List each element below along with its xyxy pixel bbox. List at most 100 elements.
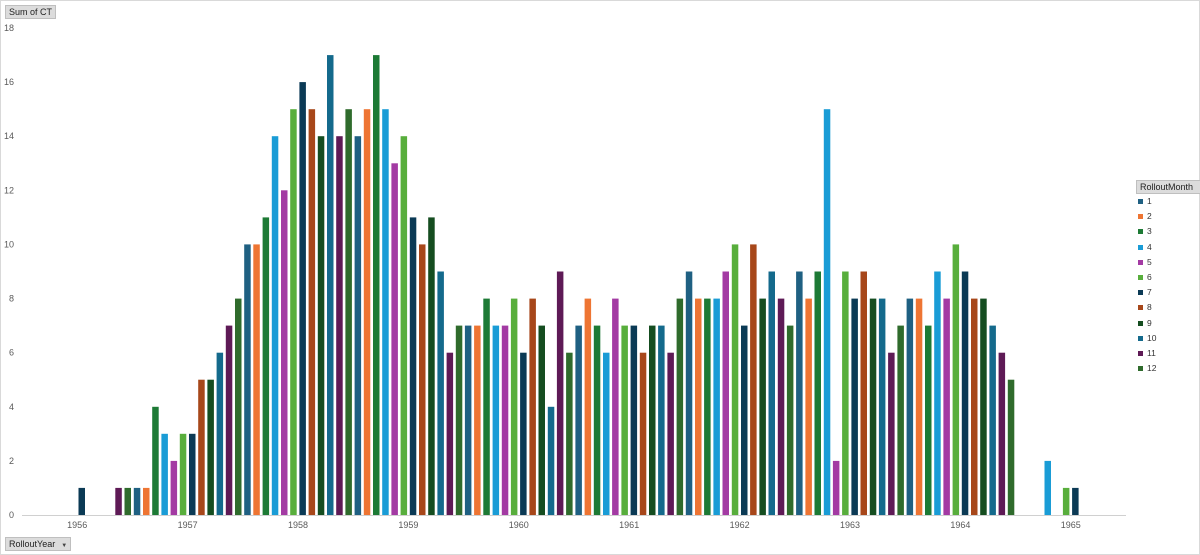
bar-4-1960 (492, 325, 500, 515)
legend-label: 9 (1147, 317, 1152, 328)
bar-11-1958 (336, 136, 343, 515)
bar-5-1958 (281, 190, 288, 516)
bar-2-1960 (474, 325, 481, 515)
bar-10-1962 (768, 271, 775, 515)
bar-4-1962 (713, 298, 720, 515)
bar-10-1958 (327, 55, 334, 515)
bar-4-1965 (1044, 460, 1051, 515)
bar-11-1964 (998, 352, 1006, 515)
bar-9-1957 (207, 379, 214, 515)
bar-2-1964 (915, 298, 923, 515)
bar-5-1961 (612, 298, 619, 515)
y-tick-label: 8 (9, 294, 14, 304)
legend-label: 2 (1147, 211, 1152, 222)
bar-11-1963 (888, 352, 895, 515)
legend-label: 6 (1147, 271, 1152, 282)
bar-11-1956 (115, 487, 122, 515)
x-tick-label: 1958 (288, 520, 308, 530)
legend-swatch (1138, 290, 1143, 296)
bar-7-1960 (520, 352, 527, 515)
bar-7-1956 (78, 487, 85, 515)
bar-9-1958 (317, 136, 325, 515)
bar-9-1961 (649, 325, 656, 515)
bar-12-1960 (566, 352, 573, 515)
legend-swatch (1138, 274, 1143, 280)
legend-label: 1 (1147, 196, 1152, 206)
bar-9-1963 (869, 298, 877, 515)
bar-1-1961 (575, 325, 582, 515)
bar-7-1963 (851, 298, 858, 515)
bar-1-1957 (133, 487, 141, 515)
bar-8-1958 (308, 109, 316, 515)
bar-7-1964 (961, 271, 969, 515)
y-tick-label: 10 (4, 239, 14, 249)
bar-11-1960 (556, 271, 564, 515)
y-tick-label: 2 (9, 456, 14, 466)
y-tick-label: 4 (9, 402, 14, 412)
bar-12-1961 (676, 298, 684, 515)
bar-11-1962 (777, 298, 785, 515)
bar-1-1962 (685, 271, 693, 515)
bar-8-1961 (639, 352, 647, 515)
bar-5-1957 (170, 460, 178, 515)
bar-6-1965 (1062, 487, 1070, 515)
legend-label: 5 (1147, 256, 1152, 267)
bar-5-1962 (722, 271, 729, 515)
bar-10-1957 (216, 352, 224, 515)
x-tick-label: 1960 (509, 520, 529, 530)
bar-3-1962 (704, 298, 711, 515)
bar-4-1963 (823, 109, 831, 515)
bar-1-1959 (354, 136, 362, 515)
x-tick-label: 1956 (67, 520, 87, 530)
bar-8-1959 (419, 244, 426, 515)
x-tick-label: 1963 (840, 520, 860, 530)
bar-3-1960 (483, 298, 490, 515)
legend-swatch (1138, 214, 1143, 220)
x-tick-label: 1962 (730, 520, 750, 530)
bar-3-1957 (152, 406, 159, 515)
bar-10-1963 (878, 298, 886, 515)
bar-1-1964 (906, 298, 914, 515)
y-tick-label: 6 (9, 348, 14, 358)
bar-8-1963 (860, 271, 867, 515)
legend-swatch (1138, 320, 1143, 326)
bar-4-1958 (271, 136, 279, 515)
bar-9-1962 (759, 298, 766, 515)
bar-11-1957 (225, 325, 233, 515)
bar-6-1964 (952, 244, 960, 515)
bar-1-1963 (796, 271, 803, 515)
bar-6-1963 (842, 271, 849, 515)
bar-4-1961 (603, 352, 610, 515)
value-field-button[interactable]: Sum of CT (5, 5, 57, 19)
y-tick-label: 18 (4, 23, 14, 33)
legend-swatch (1138, 229, 1143, 235)
bar-6-1961 (621, 325, 628, 515)
bar-5-1964 (943, 298, 950, 515)
y-tick-label: 12 (4, 185, 14, 195)
bar-10-1961 (658, 325, 665, 515)
bar-6-1958 (290, 109, 297, 515)
bar-1-1958 (244, 244, 251, 515)
y-tick-label: 0 (9, 510, 14, 520)
bar-12-1957 (235, 298, 242, 515)
bar-7-1965 (1072, 487, 1079, 515)
legend-swatch (1138, 259, 1143, 265)
bar-11-1959 (446, 352, 454, 515)
legend-field-button[interactable]: RolloutMonth▼ (1136, 180, 1200, 194)
legend-label: 8 (1147, 302, 1152, 313)
legend-label: 7 (1147, 287, 1152, 298)
bar-8-1964 (971, 298, 978, 515)
bar-10-1964 (989, 325, 996, 515)
bar-3-1963 (814, 271, 821, 515)
dropdown-arrow-icon[interactable]: ▼ (61, 543, 68, 549)
axis-field-button[interactable]: RolloutYear ▼ (5, 537, 72, 551)
bar-12-1956 (124, 487, 131, 515)
bar-1-1960 (464, 325, 472, 515)
x-tick-label: 1965 (1061, 520, 1081, 530)
legend-label: 3 (1147, 226, 1152, 237)
bar-8-1957 (198, 379, 205, 515)
y-tick-label: 14 (4, 131, 14, 141)
bar-8-1962 (750, 244, 757, 515)
bar-7-1962 (741, 325, 748, 515)
legend-swatch (1138, 366, 1143, 372)
